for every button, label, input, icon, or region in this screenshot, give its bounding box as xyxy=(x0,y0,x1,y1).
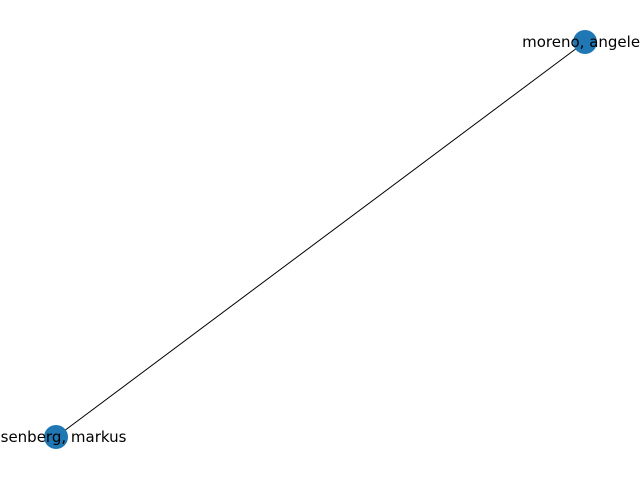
nodes-layer xyxy=(44,30,597,449)
graph-edge xyxy=(55,41,586,438)
labels-layer: moreno, angeles rosenberg, markus xyxy=(0,33,640,446)
node-label: rosenberg, markus xyxy=(0,428,127,446)
graph-node xyxy=(44,425,68,449)
node-label: moreno, angeles xyxy=(522,33,640,51)
graph-node xyxy=(573,30,597,54)
edges-layer xyxy=(55,41,586,438)
